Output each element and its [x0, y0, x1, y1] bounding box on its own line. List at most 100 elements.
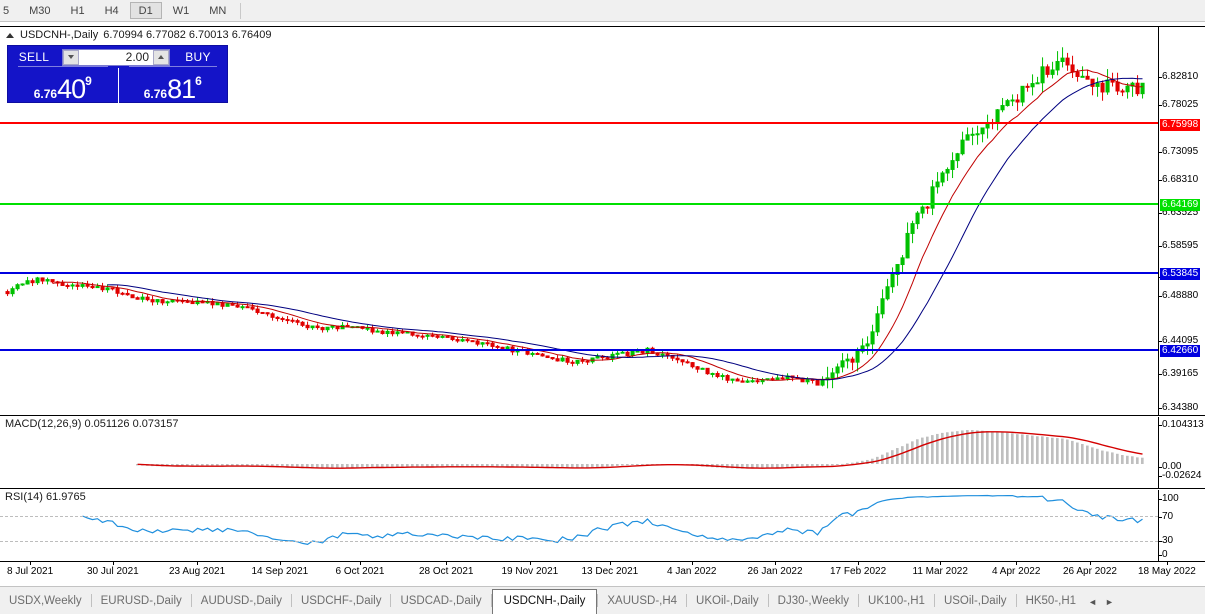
- sell-price-prefix: 6.76: [33, 87, 58, 101]
- tab-divider: [686, 594, 688, 607]
- buy-price-main: 81: [167, 74, 196, 105]
- chart-tab-usdchf-daily[interactable]: USDCHF-,Daily: [300, 595, 382, 607]
- chart-tab-ukoil-daily[interactable]: UKOil-,Daily: [696, 595, 759, 607]
- price-level-chip[interactable]: 6.53845: [1160, 268, 1201, 280]
- chart-header: USDCNH-,Daily 6.70994 6.77082 6.70013 6.…: [6, 29, 271, 41]
- buy-price-quote[interactable]: 6.76 81 6: [117, 66, 228, 105]
- date-axis-label: 26 Apr 2022: [1063, 562, 1117, 577]
- tab-divider: [597, 594, 599, 607]
- chart-tab-usoil-daily[interactable]: USOil-,Daily: [943, 595, 1007, 607]
- chart-tab-uk100-h1[interactable]: UK100-,H1: [868, 595, 925, 607]
- trade-panel-top-row: SELL 2.00 BUY: [8, 46, 227, 68]
- date-axis-label: 17 Feb 2022: [830, 562, 887, 577]
- one-click-trading-panel[interactable]: SELL 2.00 BUY 6.76: [7, 45, 228, 103]
- rsi-axis-tick: 70: [1158, 511, 1174, 522]
- tab-scroll-right-icon[interactable]: ►: [1104, 597, 1114, 607]
- lot-size-input[interactable]: 2.00: [125, 50, 149, 64]
- rsi-plot-area[interactable]: [0, 490, 1158, 562]
- rsi-title: RSI(14) 61.9765: [5, 491, 86, 503]
- price-level-chip[interactable]: 6.75998: [1160, 119, 1201, 131]
- date-axis-label: 18 May 2022: [1138, 562, 1196, 577]
- chart-tab-usdcnh-daily[interactable]: USDCNH-,Daily: [491, 589, 598, 614]
- horizontal-level-line[interactable]: [0, 349, 1158, 351]
- lot-size-stepper[interactable]: 2.00: [62, 48, 170, 66]
- macd-axis: 0.104313 0.00 -0.02624: [1158, 417, 1205, 488]
- rsi-axis-tick: 30: [1158, 535, 1174, 546]
- sell-button[interactable]: SELL: [18, 50, 50, 64]
- timeframe-button-m30[interactable]: M30: [29, 5, 51, 17]
- timeframe-button-h4[interactable]: H4: [104, 5, 119, 17]
- chart-tab-dj30-weekly[interactable]: DJ30-,Weekly: [777, 595, 850, 607]
- horizontal-level-line[interactable]: [0, 203, 1158, 205]
- chart-frame: 6.82810 6.78025 6.73095 6.68310 6.63525 6.585…: [0, 26, 1205, 562]
- price-axis-tick: 6.68310: [1158, 174, 1199, 185]
- collapse-triangle-icon[interactable]: [6, 32, 14, 38]
- macd-plot-area[interactable]: [0, 417, 1158, 488]
- timeframe-button-d1[interactable]: D1: [129, 2, 162, 19]
- date-axis-label: 30 Jul 2021: [87, 562, 139, 577]
- chart-tab-xauusd-h4[interactable]: XAUUSD-,H4: [607, 595, 678, 607]
- macd-title: MACD(12,26,9) 0.051126 0.073157: [5, 418, 179, 430]
- horizontal-level-line[interactable]: [0, 122, 1158, 124]
- chevron-down-icon: [68, 55, 74, 59]
- price-axis-tick: 6.48880: [1158, 290, 1199, 301]
- chevron-up-icon: [158, 55, 164, 59]
- horizontal-level-line[interactable]: [0, 272, 1158, 274]
- sell-price-main: 40: [57, 74, 86, 105]
- timeframe-button-w1[interactable]: W1: [172, 5, 190, 17]
- tab-scroll-left-icon[interactable]: ◄: [1088, 597, 1097, 607]
- price-axis[interactable]: 6.82810 6.78025 6.73095 6.68310 6.63525 6.585…: [1158, 27, 1205, 415]
- chart-tab-audusd-daily[interactable]: AUDUSD-,Daily: [200, 595, 282, 607]
- toolbar-divider: [240, 2, 242, 19]
- chart-tab-hk50-h1[interactable]: HK50-,H1: [1025, 595, 1077, 607]
- macd-axis-tick: 0.104313: [1159, 419, 1204, 430]
- date-axis-label: 14 Sep 2021: [251, 562, 309, 577]
- tab-divider: [90, 594, 92, 607]
- sell-price-fraction: 9: [85, 74, 92, 88]
- price-axis-tick: 6.78025: [1158, 99, 1199, 110]
- buy-button[interactable]: BUY: [185, 50, 211, 64]
- timeframe-button-mn[interactable]: MN: [209, 5, 227, 17]
- buy-underline: [128, 66, 217, 67]
- chart-tab-usdcad-daily[interactable]: USDCAD-,Daily: [400, 595, 482, 607]
- macd-axis-tick: -0.02624: [1158, 470, 1202, 481]
- tab-divider: [290, 594, 292, 607]
- date-axis: 8 Jul 2021 30 Jul 2021 23 Aug 2021 14 Sep 2…: [0, 562, 1205, 585]
- chart-ohlc-label: 6.70994 6.77082 6.70013 6.76409: [103, 29, 272, 41]
- price-pane[interactable]: 6.82810 6.78025 6.73095 6.68310 6.63525 6.585…: [0, 27, 1205, 416]
- rsi-axis: 100 70 30 0: [1158, 490, 1205, 562]
- rsi-axis-tick: 100: [1159, 493, 1179, 504]
- timeframe-toolbar: 5 M30 H1 H4 D1 W1 MN: [0, 0, 1205, 22]
- price-axis-tick: 6.34380: [1158, 402, 1199, 413]
- chart-tab-usdx-weekly[interactable]: USDX,Weekly: [9, 595, 82, 607]
- price-plot-area[interactable]: [0, 27, 1158, 415]
- sell-price-quote[interactable]: 6.76 40 9: [8, 66, 118, 105]
- chart-tab-eurusd-daily[interactable]: EURUSD-,Daily: [100, 595, 182, 607]
- trade-panel-quotes-row: 6.76 40 9 6.76 81 6: [8, 66, 228, 105]
- tab-divider: [490, 594, 492, 607]
- candlestick-series: [5, 47, 1145, 389]
- lot-decrement-button[interactable]: [63, 49, 79, 65]
- date-axis-label: 26 Jan 2022: [747, 562, 803, 577]
- date-axis-label: 4 Jan 2022: [667, 562, 717, 577]
- date-axis-label: 19 Nov 2021: [501, 562, 559, 577]
- macd-pane[interactable]: 0.104313 0.00 -0.02624 MACD(12,26,9) 0.051…: [0, 417, 1205, 489]
- lot-increment-button[interactable]: [153, 49, 169, 65]
- price-axis-tick: 6.44095: [1158, 335, 1199, 346]
- price-level-chip[interactable]: 6.64169: [1160, 199, 1201, 211]
- chart-tab-bar: USDX,Weekly EURUSD-,Daily AUDUSD-,Daily USD…: [0, 586, 1205, 614]
- tab-divider: [1015, 594, 1017, 607]
- timeframe-button-h1[interactable]: H1: [70, 5, 85, 17]
- date-axis-label: 28 Oct 2021: [419, 562, 474, 577]
- date-axis-label: 13 Dec 2021: [581, 562, 639, 577]
- chart-symbol-label: USDCNH-,Daily: [20, 29, 99, 41]
- price-level-chip[interactable]: 6.42660: [1160, 345, 1201, 357]
- rsi-axis-tick: 0: [1159, 549, 1168, 560]
- price-axis-tick: 6.58595: [1158, 240, 1199, 251]
- date-axis-label: 8 Jul 2021: [7, 562, 54, 577]
- timeframe-button-5[interactable]: 5: [3, 5, 10, 17]
- price-axis-tick: 6.39165: [1158, 368, 1199, 379]
- rsi-level-line: [0, 516, 1158, 517]
- date-axis-label: 6 Oct 2021: [335, 562, 385, 577]
- rsi-pane[interactable]: 100 70 30 0 RSI(14) 61.9765: [0, 490, 1205, 562]
